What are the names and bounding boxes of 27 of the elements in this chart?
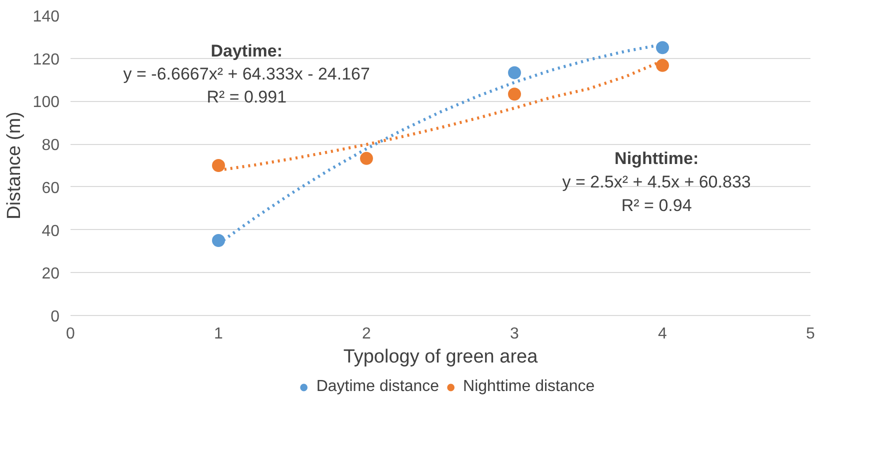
annotation: Daytime: y = -6.6667x² + 64.333x - 24.167 R² = 0.991 [123, 41, 370, 106]
y-tick-label: 40 [42, 222, 60, 240]
x-tick-label: 3 [510, 326, 520, 342]
x-tick-label: 1 [214, 326, 224, 342]
annotation: Nighttime: y = 2.5x² + 4.5x + 60.833 R² = 0.94 [562, 148, 751, 215]
point [212, 234, 225, 247]
y-tick-label: 80 [42, 137, 60, 154]
y-tick-label: 20 [42, 266, 60, 283]
x-tick-label: 4 [658, 326, 668, 342]
x-tick-label: 0 [66, 326, 76, 342]
y-tick-label: 140 [32, 8, 60, 26]
point [656, 58, 669, 72]
legend-label: Nighttime distance [463, 378, 595, 396]
point [656, 41, 669, 54]
x-tick-label: 5 [806, 326, 816, 342]
point [212, 159, 225, 172]
x-axis-title: Typology of green area [343, 346, 538, 368]
y-axis-title: Distance (m) [4, 112, 25, 220]
point [360, 152, 373, 165]
y-tick-label: 60 [42, 180, 60, 197]
point [508, 66, 521, 80]
y-tick-label: 120 [32, 51, 60, 68]
x-tick-label: 2 [362, 326, 372, 342]
legend-label: Daytime distance [316, 378, 440, 396]
point [508, 88, 521, 101]
y-tick-label: 100 [32, 94, 60, 112]
y-tick-label: 0 [50, 308, 60, 326]
